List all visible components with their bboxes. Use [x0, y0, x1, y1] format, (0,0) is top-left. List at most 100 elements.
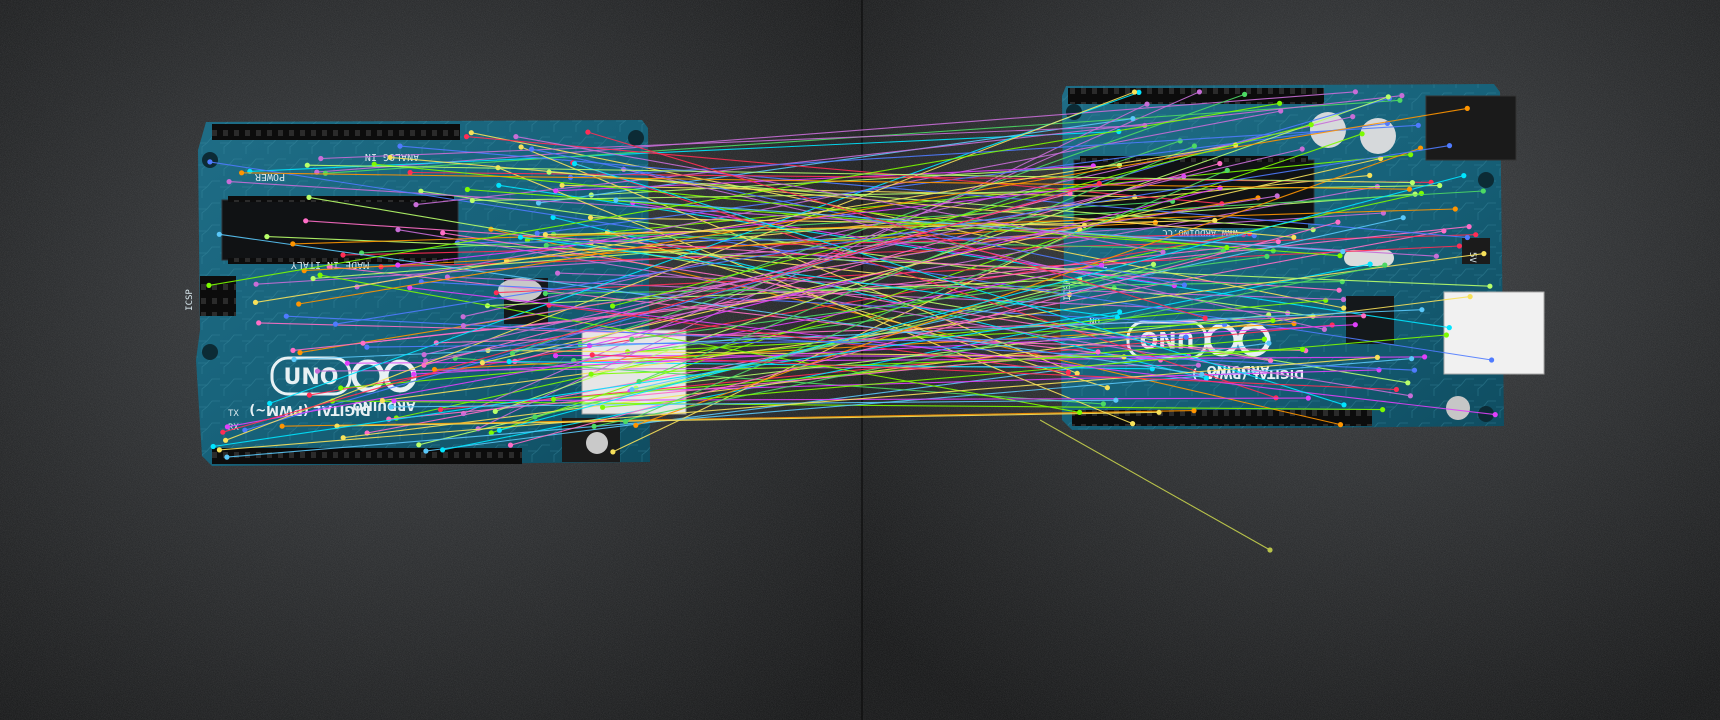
keypoint-marker: [1275, 239, 1281, 245]
match-line: [340, 299, 1326, 389]
match-line: [320, 274, 1080, 413]
keypoint-marker: [550, 396, 557, 402]
keypoint-marker: [1224, 167, 1230, 173]
match-line: [593, 264, 1385, 427]
keypoint-marker: [224, 424, 230, 430]
left-model-label: UNO: [284, 365, 339, 390]
right-mount-hole: [1066, 104, 1082, 120]
match-line: [293, 309, 1422, 361]
keypoint-marker: [239, 170, 245, 176]
right-led-label: L: [1102, 261, 1107, 271]
keypoint-marker: [1393, 386, 1399, 393]
keypoint-marker: [1150, 261, 1157, 267]
keypoint-marker: [464, 186, 470, 193]
keypoint-marker: [610, 303, 616, 309]
keypoint-marker: [629, 336, 635, 342]
match-line: [409, 287, 1496, 416]
keypoint-marker: [1113, 397, 1119, 403]
match-line: [313, 193, 1416, 280]
match-line: [602, 334, 1447, 408]
match-line: [362, 241, 1279, 344]
keypoint-marker: [1406, 186, 1413, 192]
keypoint-marker: [1433, 253, 1439, 259]
keypoint-marker: [1156, 409, 1162, 415]
keypoint-marker: [488, 430, 494, 436]
keypoint-marker: [1374, 354, 1380, 360]
keypoint-marker: [623, 418, 629, 425]
keypoint-marker: [1380, 407, 1386, 413]
left-power-label: POWER: [254, 171, 285, 182]
keypoint-marker: [1415, 122, 1421, 128]
keypoint-marker: [388, 404, 394, 410]
keypoint-marker: [1130, 421, 1136, 427]
keypoint-marker: [1242, 91, 1248, 97]
keypoint-marker: [1409, 356, 1415, 362]
left-reset-button: [586, 432, 608, 454]
right-usb-chip: [1346, 296, 1394, 344]
keypoint-marker: [1452, 206, 1458, 212]
keypoint-marker: [1443, 332, 1449, 338]
keypoint-marker: [387, 154, 393, 160]
right-www-label: WWW.ARDUINO.CC: [1162, 227, 1238, 237]
keypoint-marker: [518, 144, 524, 150]
keypoint-marker: [210, 443, 216, 450]
match-line: [625, 169, 1228, 423]
keypoint-marker: [283, 313, 289, 319]
keypoint-marker: [610, 449, 616, 455]
keypoint-marker: [437, 407, 444, 413]
match-line: [587, 131, 1206, 319]
keypoint-marker: [1183, 334, 1189, 340]
keypoint-marker: [1359, 131, 1365, 137]
match-line: [397, 175, 1184, 266]
keypoint-marker: [216, 447, 222, 453]
match-line: [320, 124, 1145, 160]
keypoint-marker: [1437, 182, 1443, 189]
keypoint-marker: [1456, 243, 1462, 249]
match-line: [466, 136, 1222, 205]
keypoint-marker: [1419, 307, 1425, 313]
keypoint-marker: [1341, 305, 1347, 311]
keypoint-marker: [559, 182, 565, 188]
keypoint-marker: [1336, 287, 1342, 293]
keypoint-marker: [344, 360, 350, 366]
match-line: [208, 102, 1280, 286]
keypoint-marker: [1466, 224, 1472, 230]
keypoint-marker: [224, 454, 230, 460]
keypoint-marker: [1299, 346, 1306, 352]
match-line: [463, 195, 1278, 327]
keypoint-marker: [1352, 322, 1358, 328]
keypoint-marker: [1130, 116, 1136, 122]
match-line: [361, 200, 1173, 254]
keypoint-marker: [264, 234, 270, 240]
keypoint-marker: [589, 352, 595, 358]
keypoint-marker: [1399, 93, 1405, 99]
match-line: [335, 145, 1450, 325]
keypoint-marker: [1196, 89, 1202, 95]
match-line: [548, 304, 1069, 373]
keypoint-marker: [1152, 219, 1158, 225]
keypoint-marker: [256, 320, 262, 326]
match-line: [591, 348, 1303, 375]
match-line: [396, 192, 1422, 419]
keypoint-marker: [479, 360, 485, 366]
keypoint-marker: [1299, 146, 1305, 152]
keypoint-marker: [1329, 322, 1335, 328]
keypoint-marker: [206, 282, 212, 288]
match-line: [307, 164, 1413, 184]
match-line: [574, 163, 1345, 406]
keypoint-marker: [1405, 380, 1411, 386]
keypoint-marker: [1203, 375, 1209, 381]
keypoint-marker: [1335, 219, 1341, 225]
keypoint-marker: [226, 179, 232, 185]
match-line: [555, 165, 1094, 192]
keypoint-marker: [513, 134, 519, 140]
keypoint-marker: [493, 290, 499, 296]
match-line: [506, 174, 1370, 262]
keypoint-marker: [532, 414, 538, 420]
match-line: [499, 175, 1464, 431]
left-analog-header: [328, 124, 460, 140]
keypoint-marker: [1461, 173, 1467, 179]
keypoint-marker: [360, 340, 366, 346]
match-line: [336, 411, 1160, 427]
keypoint-marker: [1367, 261, 1373, 267]
